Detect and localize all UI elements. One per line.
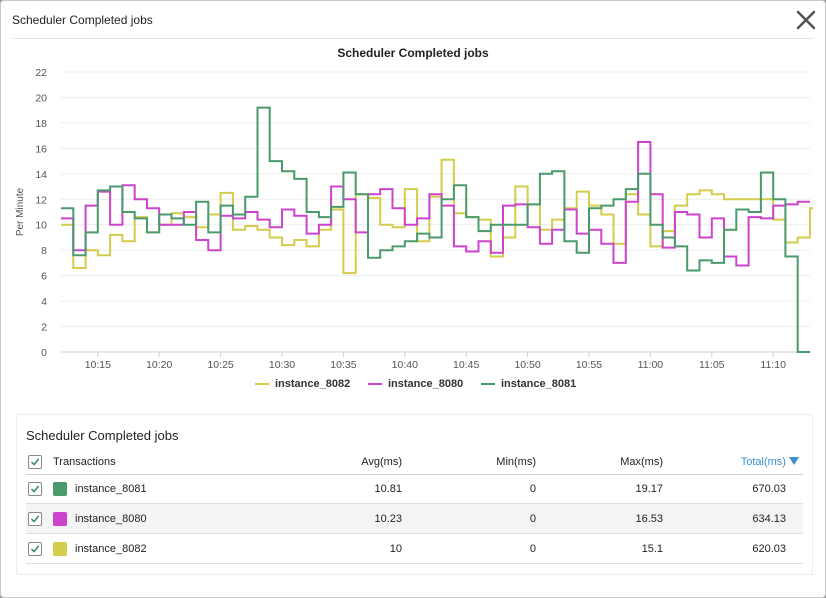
- close-icon: [796, 10, 816, 30]
- x-tick-label: 11:05: [699, 359, 725, 371]
- table-row[interactable]: instance_8082 10 0 15.1 620.03: [26, 534, 803, 564]
- x-tick-label: 10:25: [207, 359, 233, 371]
- table-row[interactable]: instance_8080 10.23 0 16.53 634.13: [26, 504, 803, 534]
- row-avg: 10.23: [374, 513, 402, 525]
- y-tick-label: 10: [35, 220, 47, 232]
- row-total: 670.03: [752, 483, 786, 495]
- dialog-title: Scheduler Completed jobs: [12, 13, 153, 27]
- x-tick-label: 10:40: [392, 359, 418, 371]
- row-name: instance_8080: [75, 513, 147, 525]
- y-tick-label: 20: [35, 92, 47, 104]
- close-button[interactable]: [793, 7, 819, 33]
- legend-item-instance_8081[interactable]: instance_8081: [481, 378, 576, 390]
- x-tick-label: 10:35: [330, 359, 356, 371]
- legend-label: instance_8080: [388, 378, 464, 390]
- row-checkbox[interactable]: [28, 542, 42, 556]
- x-tick-label: 10:20: [146, 359, 172, 371]
- x-tick-label: 10:30: [269, 359, 295, 371]
- row-name: instance_8082: [75, 543, 147, 555]
- row-max: 19.17: [635, 483, 663, 495]
- legend-swatch: [481, 383, 495, 385]
- y-tick-label: 22: [35, 67, 47, 79]
- series-color-swatch: [53, 482, 67, 496]
- select-all-checkbox[interactable]: [28, 455, 42, 469]
- row-max: 16.53: [635, 513, 663, 525]
- x-tick-label: 11:10: [760, 359, 786, 371]
- table-title: Scheduler Completed jobs: [26, 428, 179, 443]
- check-icon: [30, 458, 40, 466]
- x-tick-label: 10:15: [85, 359, 111, 371]
- chart-title: Scheduler Completed jobs: [337, 46, 489, 60]
- sort-desc-icon: [789, 457, 799, 465]
- check-icon: [30, 485, 40, 493]
- col-max[interactable]: Max(ms): [620, 456, 663, 468]
- row-min: 0: [529, 483, 536, 495]
- chart-legend: instance_8082 instance_8080 instance_8081: [1, 378, 825, 392]
- series-color-swatch: [53, 512, 67, 526]
- legend-label: instance_8082: [275, 378, 351, 390]
- legend-swatch: [368, 383, 382, 385]
- series-color-swatch: [53, 542, 67, 556]
- row-avg: 10: [389, 543, 402, 555]
- col-avg[interactable]: Avg(ms): [361, 456, 402, 468]
- table-header: Transactions Avg(ms) Min(ms) Max(ms) Tot…: [26, 450, 803, 475]
- row-total: 620.03: [752, 543, 786, 555]
- y-tick-label: 8: [41, 245, 47, 257]
- col-min[interactable]: Min(ms): [496, 456, 536, 468]
- x-tick-label: 11:00: [638, 359, 664, 371]
- row-checkbox[interactable]: [28, 482, 42, 496]
- y-tick-label: 2: [41, 322, 47, 334]
- y-tick-label: 0: [41, 347, 47, 359]
- transactions-table: Scheduler Completed jobs Transactions Av…: [16, 414, 813, 575]
- row-total: 634.13: [752, 513, 786, 525]
- row-max: 15.1: [641, 543, 663, 555]
- y-axis-label: Per Minute: [15, 187, 26, 236]
- check-icon: [30, 515, 40, 523]
- row-name: instance_8081: [75, 483, 147, 495]
- legend-swatch: [255, 383, 269, 385]
- x-tick-label: 10:55: [576, 359, 602, 371]
- x-tick-label: 10:45: [453, 359, 479, 371]
- series-line-instance_8080: [61, 141, 810, 267]
- table-row[interactable]: instance_8081 10.81 0 19.17 670.03: [26, 474, 803, 504]
- row-min: 0: [529, 543, 536, 555]
- legend-item-instance_8080[interactable]: instance_8080: [368, 378, 463, 390]
- col-transactions: Transactions: [53, 456, 116, 468]
- row-avg: 10.81: [374, 483, 402, 495]
- col-total-label: Total(ms): [740, 456, 786, 468]
- chart-panel: Scheduler Completed jobs 0 2 4 6 8 10 12 14 16 18…: [13, 38, 813, 401]
- y-tick-label: 18: [35, 118, 47, 130]
- y-tick-label: 12: [35, 194, 47, 206]
- legend-item-instance_8082[interactable]: instance_8082: [255, 378, 350, 390]
- y-tick-label: 16: [35, 143, 47, 155]
- row-min: 0: [529, 513, 536, 525]
- line-chart: 0 2 4 6 8 10 12 14 16 18 20 22 10:15 10:20 10:25 10:30 1…: [15, 67, 813, 371]
- legend-label: instance_8081: [501, 378, 577, 390]
- col-total[interactable]: Total(ms): [741, 456, 799, 468]
- y-tick-label: 4: [41, 296, 47, 308]
- y-tick-label: 6: [41, 271, 47, 283]
- y-tick-label: 14: [35, 169, 47, 181]
- x-tick-label: 10:50: [514, 359, 540, 371]
- check-icon: [30, 545, 40, 553]
- row-checkbox[interactable]: [28, 512, 42, 526]
- series-line-instance_8081: [61, 106, 810, 353]
